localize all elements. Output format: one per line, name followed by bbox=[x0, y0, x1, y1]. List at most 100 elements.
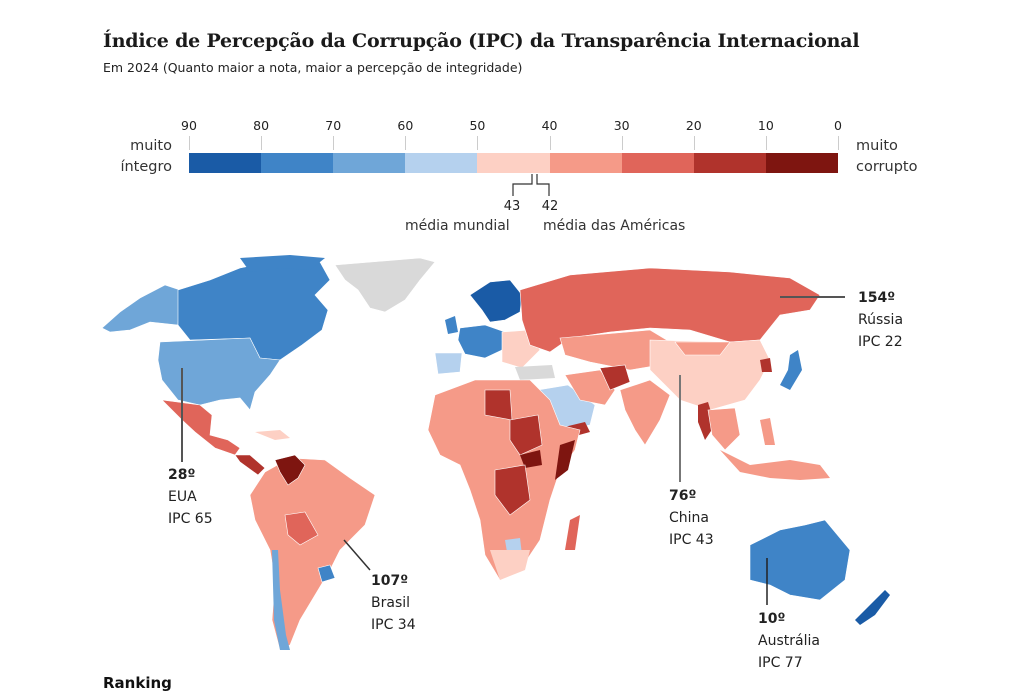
annotation-australia: 10º Austrália IPC 77 bbox=[758, 608, 820, 674]
legend-tick-label: 30 bbox=[613, 118, 630, 133]
russia-rank: 154º bbox=[858, 290, 896, 306]
brazil-rank: 107º bbox=[371, 573, 409, 589]
region-southeast-asia[interactable] bbox=[707, 407, 741, 451]
region-afghanistan[interactable] bbox=[599, 364, 631, 391]
legend-tick-mark bbox=[261, 136, 263, 150]
legend-bin-70-80 bbox=[261, 153, 334, 173]
region-venezuela[interactable] bbox=[274, 454, 306, 486]
region-drc[interactable] bbox=[494, 464, 531, 516]
usa-name: EUA bbox=[168, 489, 197, 505]
legend-right-label-line1: muito bbox=[856, 138, 898, 154]
legend-tick-label: 40 bbox=[541, 118, 558, 133]
region-mexico[interactable] bbox=[161, 399, 241, 456]
annotation-china: 76º China IPC 43 bbox=[669, 485, 714, 551]
russia-name: Rússia bbox=[858, 312, 904, 328]
leader-line-brazil bbox=[343, 539, 371, 571]
china-rank: 76º bbox=[669, 488, 697, 504]
region-india[interactable] bbox=[619, 379, 671, 446]
region-japan[interactable] bbox=[780, 350, 802, 390]
legend-tick-mark bbox=[477, 136, 479, 150]
average-markers bbox=[512, 174, 550, 196]
annotation-russia: 154º Rússia IPC 22 bbox=[858, 287, 903, 353]
australia-score: IPC 77 bbox=[758, 655, 803, 671]
australia-rank: 10º bbox=[758, 611, 786, 627]
legend-tick-mark bbox=[549, 136, 551, 150]
brazil-name: Brasil bbox=[371, 595, 411, 611]
region-western-europe[interactable] bbox=[457, 324, 506, 359]
americas-avg-bracket bbox=[536, 174, 550, 196]
region-uk[interactable] bbox=[445, 316, 458, 334]
region-southern-africa[interactable] bbox=[490, 550, 530, 580]
usa-rank: 28º bbox=[168, 467, 196, 483]
region-sudan[interactable] bbox=[509, 414, 543, 456]
legend-bin-80-90 bbox=[189, 153, 262, 173]
legend-bin-30-40 bbox=[549, 153, 622, 173]
world-avg-label: média mundial bbox=[405, 218, 510, 234]
russia-score: IPC 22 bbox=[858, 334, 903, 350]
legend-bin-60-70 bbox=[333, 153, 406, 173]
region-indonesia[interactable] bbox=[720, 450, 830, 480]
region-mongolia[interactable] bbox=[674, 341, 731, 356]
region-libya[interactable] bbox=[484, 389, 513, 421]
world-avg-value: 43 bbox=[503, 199, 521, 214]
region-canada-islands[interactable] bbox=[240, 255, 325, 272]
legend-tick-label: 60 bbox=[397, 118, 414, 133]
region-greenland[interactable] bbox=[334, 257, 436, 313]
chart-title: Índice de Percepção da Corrupção (IPC) d… bbox=[103, 30, 860, 52]
region-scandinavia[interactable] bbox=[469, 279, 523, 323]
legend-right-label-line2: corrupto bbox=[856, 159, 918, 175]
legend-tick-label: 80 bbox=[253, 118, 270, 133]
legend-tick-mark bbox=[405, 136, 407, 150]
region-philippines[interactable] bbox=[760, 418, 775, 445]
legend-tick-label: 10 bbox=[757, 118, 774, 133]
region-alaska[interactable] bbox=[101, 284, 181, 333]
region-turkey[interactable] bbox=[515, 365, 555, 380]
region-caribbean[interactable] bbox=[255, 430, 290, 440]
chart-subtitle: Em 2024 (Quanto maior a nota, maior a pe… bbox=[103, 60, 523, 75]
region-central-america[interactable] bbox=[234, 454, 266, 476]
legend-left-label-line1: muito bbox=[130, 138, 172, 154]
americas-avg-label: média das Américas bbox=[543, 218, 686, 234]
world-avg-bracket bbox=[512, 174, 533, 196]
annotation-brazil: 107º Brasil IPC 34 bbox=[371, 570, 416, 636]
legend-tick-label: 20 bbox=[685, 118, 702, 133]
legend-bin-10-20 bbox=[693, 153, 766, 173]
legend-bin-50-60 bbox=[405, 153, 478, 173]
annotation-usa: 28º EUA IPC 65 bbox=[168, 464, 213, 530]
legend-tick-mark bbox=[189, 136, 190, 150]
ranking-heading: Ranking bbox=[103, 674, 172, 692]
region-usa[interactable] bbox=[157, 337, 281, 411]
region-iran[interactable] bbox=[564, 369, 616, 406]
region-uruguay[interactable] bbox=[317, 564, 336, 583]
color-legend: 90 80 70 60 50 40 30 20 10 0 muito íntegro muito … bbox=[0, 0, 1024, 250]
region-central-asia[interactable] bbox=[559, 329, 676, 371]
region-north-korea[interactable] bbox=[760, 358, 772, 372]
legend-tick-mark bbox=[333, 136, 335, 150]
legend-tick-mark bbox=[621, 136, 623, 150]
world-map bbox=[101, 255, 890, 651]
legend-tick-mark bbox=[765, 136, 767, 150]
legend-tick-label: 90 bbox=[181, 118, 197, 133]
region-chile[interactable] bbox=[272, 550, 290, 650]
region-madagascar[interactable] bbox=[565, 515, 580, 550]
legend-bin-40-50 bbox=[477, 153, 550, 173]
legend-right-label: muito corrupto bbox=[856, 136, 917, 178]
legend-bin-20-30 bbox=[621, 153, 694, 173]
region-bolivia[interactable] bbox=[284, 511, 319, 546]
legend-tick-label: 0 bbox=[834, 118, 842, 133]
legend-left-label-line2: íntegro bbox=[120, 159, 172, 175]
americas-avg-value: 42 bbox=[541, 199, 559, 214]
legend-tick-label: 50 bbox=[469, 118, 486, 133]
china-name: China bbox=[669, 510, 709, 526]
legend-bin-0-10 bbox=[765, 153, 838, 173]
region-iberia[interactable] bbox=[434, 352, 463, 375]
brazil-score: IPC 34 bbox=[371, 617, 416, 633]
australia-name: Austrália bbox=[758, 633, 820, 649]
region-somalia[interactable] bbox=[555, 440, 575, 480]
region-new-zealand[interactable] bbox=[855, 590, 890, 625]
region-australia[interactable] bbox=[749, 519, 851, 601]
region-south-sudan[interactable] bbox=[520, 450, 542, 468]
legend-tick-label: 70 bbox=[325, 118, 342, 133]
usa-score: IPC 65 bbox=[168, 511, 213, 527]
legend-tick-mark bbox=[838, 136, 839, 150]
